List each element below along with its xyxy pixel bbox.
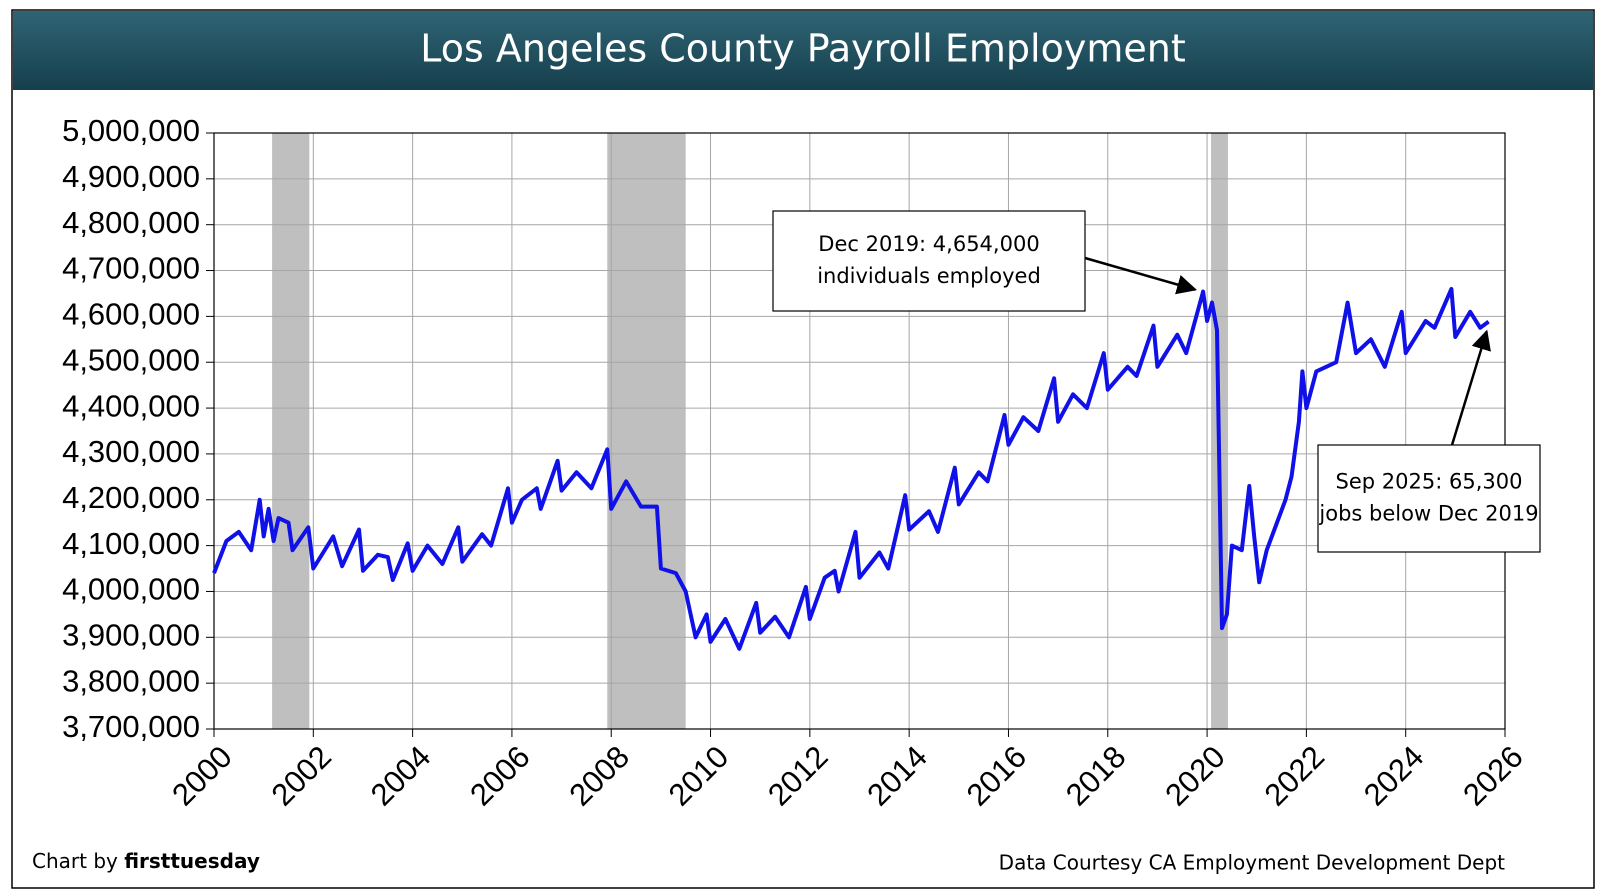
footer-bold: firsttuesday [124,849,260,873]
y-tick-label: 3,800,000 [62,663,200,698]
y-tick-label: 4,800,000 [62,205,200,240]
annotation-text: Sep 2025: 65,300 [1336,470,1523,494]
footer-text: Chart by [32,849,124,873]
footer-right: Data Courtesy CA Employment Development … [999,851,1505,875]
recession-band [272,133,310,729]
title-bar [13,11,1593,90]
y-tick-label: 4,200,000 [62,480,200,515]
y-tick-label: 4,600,000 [62,297,200,332]
y-tick-label: 4,100,000 [62,526,200,561]
series-line [212,286,1490,651]
y-tick-label: 3,700,000 [62,709,200,744]
annotation-arrow [1450,329,1491,446]
y-tick-label: 4,300,000 [62,434,200,469]
y-tick-label: 4,900,000 [62,159,200,194]
chart-title: Los Angeles County Payroll Employment [420,27,1185,71]
y-tick-label: 5,000,000 [62,113,200,148]
annotation-text: jobs below Dec 2019 [1318,502,1538,526]
annotation-box [1317,444,1541,553]
annotation-box [772,210,1086,312]
annotation-arrow [1084,256,1198,295]
annotation-text: Dec 2019: 4,654,000 [818,232,1039,256]
plot-border [213,132,1506,730]
footer-left: Chart by firsttuesday [32,849,260,873]
y-tick-label: 3,900,000 [62,617,200,652]
y-tick-label: 4,700,000 [62,251,200,286]
recession-band [607,133,686,729]
y-tick-label: 4,400,000 [62,388,200,423]
y-tick-label: 4,500,000 [62,342,200,377]
annotation-text: individuals employed [817,264,1041,288]
y-tick-label: 4,000,000 [62,572,200,607]
